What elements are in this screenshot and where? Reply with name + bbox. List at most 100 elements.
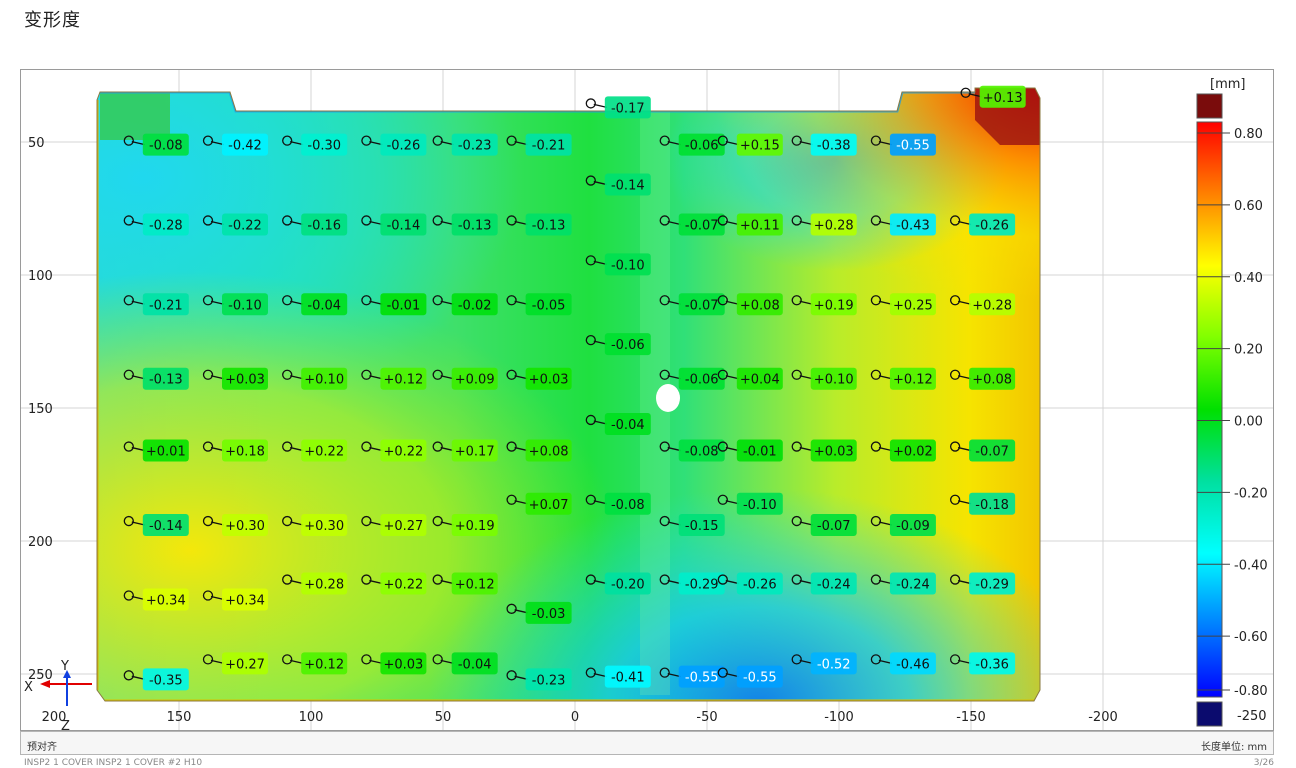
- probe-point: [717, 494, 728, 505]
- callout-value: -0.16: [307, 218, 341, 233]
- deviation-callout: -0.13: [506, 213, 572, 236]
- callout-box: [889, 439, 936, 462]
- callout-value: -0.55: [896, 139, 930, 154]
- colorbar-tick-label: 0.00: [1234, 415, 1263, 430]
- callout-box: [301, 652, 348, 675]
- deviation-callout: -0.21: [506, 133, 572, 156]
- probe-point: [659, 369, 670, 380]
- deviation-callout: -0.15: [659, 514, 725, 537]
- probe-point: [585, 175, 596, 186]
- callout-leader: [440, 579, 454, 585]
- callout-value: +0.28: [972, 298, 1012, 313]
- callout-value: -0.15: [685, 519, 719, 534]
- callout-value: +0.30: [304, 519, 344, 534]
- colorbar-tick-label: -0.40: [1234, 558, 1268, 573]
- deviation-callout: -0.24: [791, 572, 857, 595]
- callout-leader: [957, 300, 972, 305]
- x-tick-label-edge: 200: [42, 710, 67, 725]
- callout-value: -0.17: [611, 101, 645, 116]
- callout-box: [604, 173, 651, 196]
- callout-value: -0.13: [149, 373, 183, 388]
- deviation-callout: +0.10: [791, 367, 857, 390]
- deviation-callout: -0.02: [432, 293, 498, 316]
- deviation-callout: +0.27: [361, 514, 427, 537]
- probe-point: [659, 515, 670, 527]
- callout-value: +0.08: [740, 298, 780, 313]
- callout-leader: [799, 141, 813, 146]
- callout-box: [222, 439, 268, 462]
- callout-value: -0.24: [817, 578, 851, 593]
- callout-leader: [799, 659, 813, 664]
- deviation-callout: -0.35: [123, 668, 189, 691]
- callout-box: [604, 572, 651, 595]
- callout-leader: [799, 220, 813, 226]
- x-tick-label: 150: [167, 710, 192, 725]
- callout-value: +0.07: [529, 498, 569, 513]
- probe-point: [123, 670, 134, 681]
- callout-leader: [210, 595, 225, 601]
- deviation-callout: -0.08: [585, 492, 651, 515]
- callout-value: -0.21: [149, 298, 183, 313]
- callout-box: [969, 652, 1016, 675]
- deviation-callout: -0.46: [870, 652, 936, 675]
- callout-leader: [369, 659, 383, 664]
- deviation-callout: +0.28: [282, 572, 348, 595]
- callout-box: [525, 293, 572, 316]
- callout-value: -0.14: [387, 218, 421, 233]
- probe-point: [717, 441, 728, 452]
- callout-box: [810, 572, 857, 595]
- deviation-callout: +0.01: [123, 439, 189, 462]
- y-tick-label: 100: [28, 269, 53, 284]
- callout-leader: [593, 673, 607, 678]
- probe-point: [870, 441, 882, 452]
- callout-leader: [440, 659, 454, 664]
- callout-box: [380, 652, 427, 675]
- deviation-callout: -0.03: [506, 601, 572, 624]
- deviation-callout: +0.27: [202, 652, 268, 675]
- callout-value: -0.07: [685, 298, 719, 313]
- callout-value: -0.55: [685, 671, 719, 686]
- callout-leader: [593, 579, 607, 585]
- deviation-callout: +0.17: [432, 439, 498, 462]
- deviation-callout: -0.06: [585, 333, 651, 356]
- callout-value: +0.28: [304, 578, 344, 593]
- triad-x-label: X: [24, 680, 33, 695]
- callout-leader: [667, 446, 681, 452]
- probe-point: [432, 135, 443, 146]
- deviation-callout: -0.55: [717, 665, 783, 688]
- callout-leader: [369, 446, 383, 452]
- bottom-cut-page: 3/26: [1253, 758, 1274, 768]
- callout-box: [889, 652, 936, 675]
- callout-value: -0.52: [817, 657, 851, 672]
- axis-ticks: 150 100 50 0 -50 -100 -150 -200 200 50 100 150 200 25…: [28, 136, 1118, 725]
- deviation-callout: +0.08: [949, 367, 1016, 390]
- callout-value: -0.02: [458, 298, 492, 313]
- callout-box: [889, 213, 936, 236]
- callout-value: +0.27: [225, 657, 265, 672]
- callout-box: [301, 367, 348, 390]
- callout-leader: [593, 260, 607, 265]
- callout-leader: [514, 220, 528, 226]
- callout-leader: [878, 659, 893, 664]
- callout-box: [810, 652, 857, 675]
- probe-point: [949, 574, 961, 585]
- callout-box: [678, 367, 725, 390]
- probe-point: [585, 494, 596, 505]
- callout-value: +0.27: [383, 519, 423, 534]
- deviation-callout: +0.19: [791, 293, 857, 316]
- colorbar-tick-label: 0.20: [1234, 343, 1263, 358]
- probe-point: [202, 135, 214, 146]
- callout-value: -0.23: [532, 673, 566, 688]
- deviation-callout: -0.10: [585, 253, 651, 276]
- triad-y-label: Y: [60, 659, 69, 674]
- deviation-callout: +0.15: [717, 133, 783, 156]
- deviation-callout: -0.14: [585, 173, 651, 196]
- deviation-callout: -0.07: [949, 439, 1016, 462]
- probe-point: [282, 574, 293, 585]
- callout-leader: [514, 446, 528, 452]
- callout-value: -0.13: [458, 218, 492, 233]
- colorbar-tick-label: -0.60: [1234, 630, 1268, 645]
- callout-box: [969, 213, 1016, 236]
- callout-value: -0.23: [458, 139, 492, 154]
- callout-leader: [667, 220, 681, 226]
